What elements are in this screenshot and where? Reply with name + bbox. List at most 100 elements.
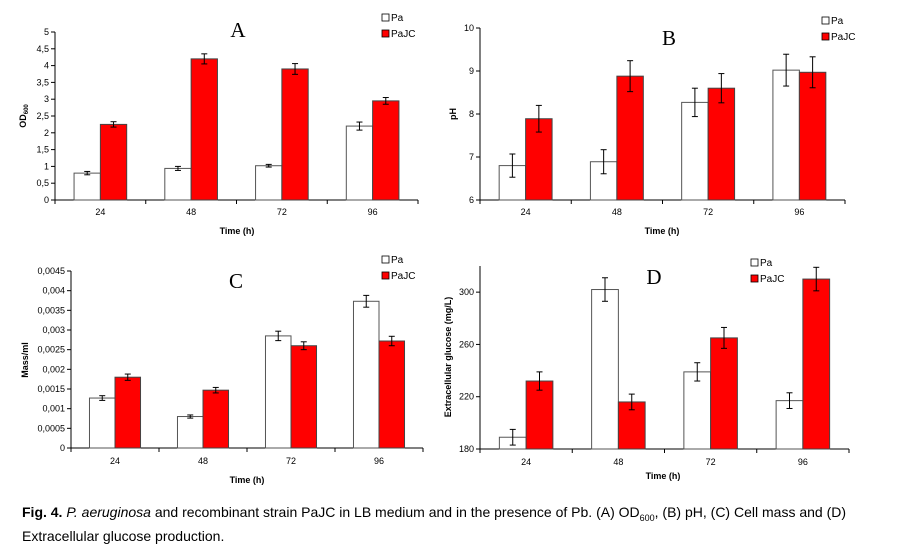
legend-swatch-pa (381, 255, 390, 264)
y-tick-label: 1,5 (36, 145, 49, 155)
y-tick-label: 0,0015 (37, 384, 65, 394)
bar-pajc (190, 58, 218, 201)
y-axis-label: pH (448, 108, 458, 120)
y-tick-label: 0,001 (42, 404, 65, 414)
legend-label-pajc: PaJC (391, 271, 415, 282)
y-axis-label-main: pH (448, 108, 458, 120)
bar-pajc (617, 401, 646, 450)
y-axis-label: Extracellular glucose (mg/L) (443, 297, 453, 418)
legend-swatch-pa (381, 13, 390, 22)
bar-pajc (710, 337, 738, 450)
bar-pajc (114, 376, 142, 449)
legend-label-pajc: PaJC (760, 274, 784, 285)
y-tick-label: 0,0025 (37, 345, 65, 355)
legend-swatch-pa (750, 258, 759, 267)
bar-pajc (802, 278, 831, 450)
y-tick-label: 3 (44, 94, 49, 104)
chart-panel-b: 6 7 8 9 10 24 48 72 96 B Time (h) pH Pa PaJC (448, 16, 855, 236)
legend-swatch-pajc (821, 32, 830, 41)
legend-label-pajc: PaJC (831, 32, 855, 43)
panel-letter: A (230, 18, 246, 42)
y-tick-label: 220 (459, 392, 474, 402)
x-tick-label: 48 (612, 207, 622, 217)
bar-pajc (798, 71, 827, 201)
x-axis-label: Time (h) (220, 226, 255, 236)
x-axis-label: Time (h) (646, 471, 681, 481)
y-tick-label: 0,003 (42, 325, 65, 335)
legend-swatch-pajc (381, 271, 390, 280)
x-tick-label: 96 (798, 457, 808, 467)
x-tick-label: 24 (521, 457, 531, 467)
legend-label-pa: Pa (831, 16, 844, 27)
figure-caption: Fig. 4. P. aeruginosa and recombinant st… (22, 503, 892, 545)
panel-letter: B (662, 26, 676, 50)
y-tick-label: 9 (469, 66, 474, 76)
y-tick-label: 5 (44, 27, 49, 37)
legend-label-pa: Pa (391, 255, 404, 266)
y-tick-label: 4,5 (36, 44, 49, 54)
chart-panel-c: 0 0,0005 0,001 0,0015 0,002 0,0025 0,003 0,0035… (20, 255, 424, 485)
legend-swatch-pajc (750, 274, 759, 283)
bar-pajc (202, 389, 230, 449)
y-tick-label: 180 (459, 444, 474, 454)
bar-pajc (281, 68, 309, 201)
caption-species: P. aeruginosa (66, 504, 151, 520)
y-tick-label: 0,002 (42, 364, 65, 374)
caption-od-sub: 600 (639, 512, 655, 523)
y-axis-label-main: Extracellular glucose (mg/L) (443, 297, 453, 418)
bar-pajc (707, 87, 736, 201)
bar-pajc (290, 345, 318, 449)
y-tick-label: 7 (469, 152, 474, 162)
bar-pa (255, 165, 283, 201)
x-tick-label: 48 (186, 207, 196, 217)
bar-pa (345, 125, 374, 201)
caption-text-1: and recombinant strain PaJC in LB medium… (150, 504, 640, 520)
y-axis-label-main: Mass/ml (20, 342, 30, 378)
panel-letter: C (229, 269, 243, 293)
y-axis-label: OD600 (18, 104, 30, 128)
y-tick-label: 2 (44, 128, 49, 138)
x-tick-label: 96 (794, 207, 804, 217)
bar-pa (164, 167, 192, 201)
bar-pajc (378, 340, 406, 449)
x-axis-label: Time (h) (645, 226, 680, 236)
y-tick-label: 300 (459, 287, 474, 297)
x-tick-label: 72 (277, 207, 287, 217)
x-tick-label: 72 (703, 207, 713, 217)
y-tick-label: 8 (469, 109, 474, 119)
x-tick-label: 72 (286, 456, 296, 466)
y-tick-label: 1 (44, 161, 49, 171)
y-tick-label: 4 (44, 61, 49, 71)
bar-pa (352, 300, 380, 449)
bar-pajc (525, 380, 554, 450)
y-tick-label: 0 (44, 195, 49, 205)
x-axis-label: Time (h) (230, 475, 265, 485)
y-tick-label: 10 (464, 23, 474, 33)
y-tick-label: 0,004 (42, 286, 65, 296)
bar-pajc (99, 123, 128, 201)
y-tick-label: 0,0045 (37, 266, 65, 276)
y-axis-label-main: OD (18, 114, 28, 128)
bar-pa (683, 371, 712, 450)
bar-pajc (372, 100, 400, 201)
y-tick-label: 0,0005 (37, 423, 65, 433)
legend-label-pa: Pa (760, 258, 773, 269)
y-tick-label: 2,5 (36, 111, 49, 121)
x-tick-label: 72 (706, 457, 716, 467)
chart-panel-a: 0 0,5 1 1,5 2 2,5 3 3,5 4 4,5 5 24 48 72 96 A Time (h) OD… (18, 13, 419, 236)
y-axis-label-sub: 600 (24, 104, 30, 115)
y-tick-label: 3,5 (36, 77, 49, 87)
y-tick-label: 260 (459, 339, 474, 349)
x-tick-label: 24 (95, 207, 105, 217)
x-tick-label: 96 (368, 207, 378, 217)
caption-fig-label: Fig. 4. (22, 504, 63, 520)
bar-pa (264, 335, 292, 449)
y-tick-label: 0,0035 (37, 305, 65, 315)
y-tick-label: 0 (60, 443, 65, 453)
chart-panel-d: 180 220 260 300 24 48 72 96 D Time (h) Extracellul… (443, 258, 850, 481)
legend-label-pajc: PaJC (391, 29, 415, 40)
bar-pa (591, 289, 619, 450)
caption-text-2: , (B) pH, (C) Cell mass and (D) Extracel… (22, 504, 847, 544)
x-tick-label: 24 (110, 456, 120, 466)
x-tick-label: 24 (521, 207, 531, 217)
